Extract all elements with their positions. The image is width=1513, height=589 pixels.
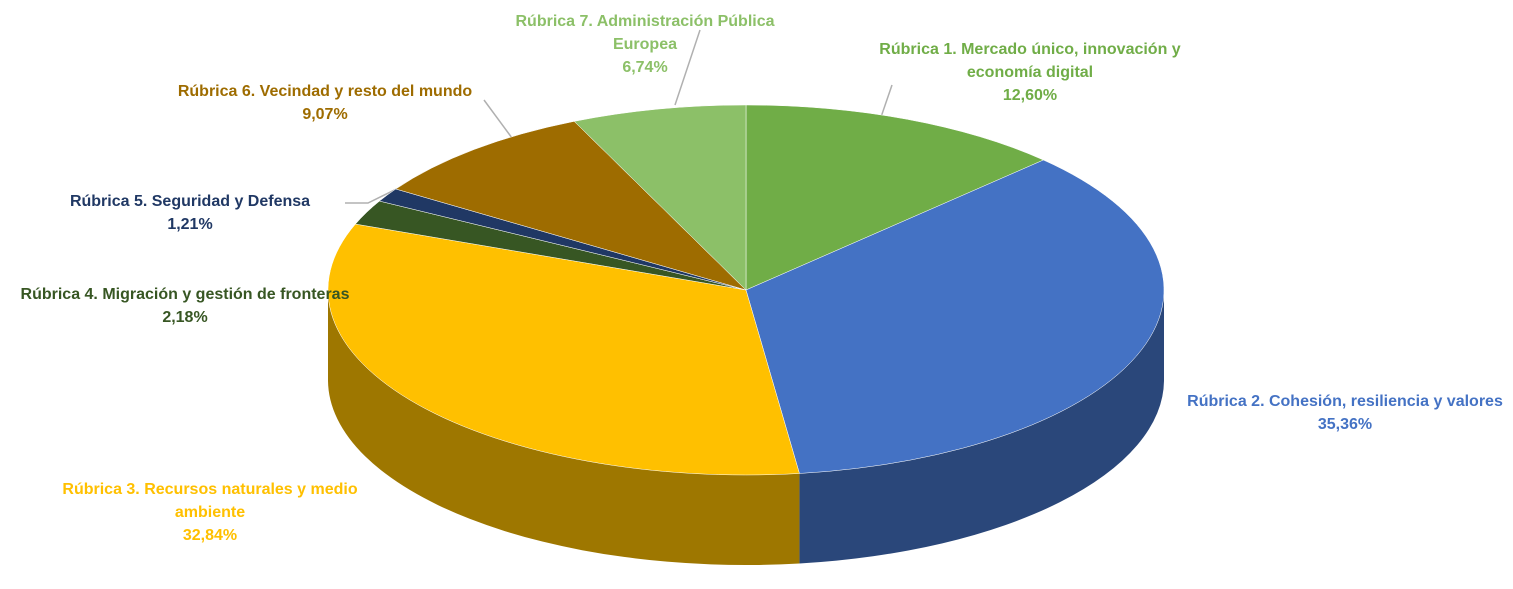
category-label: Rúbrica 2. Cohesión, resiliencia y valor… bbox=[1187, 393, 1503, 410]
value-label: 9,07% bbox=[302, 106, 348, 123]
slice bbox=[573, 104, 747, 291]
slice bbox=[327, 223, 800, 476]
leader-line bbox=[674, 29, 701, 106]
slice-label: Rúbrica 3. Recursos naturales y medio am… bbox=[50, 478, 370, 547]
value-label: 1,21% bbox=[167, 216, 213, 233]
category-label: Rúbrica 4. Migración y gestión de fronte… bbox=[20, 286, 350, 303]
slice bbox=[745, 159, 1165, 474]
category-label: Rúbrica 3. Recursos naturales y medio am… bbox=[62, 481, 358, 521]
value-label: 2,18% bbox=[162, 309, 208, 326]
value-label: 6,74% bbox=[622, 59, 668, 76]
category-label: Rúbrica 5. Seguridad y Defensa bbox=[69, 193, 311, 210]
value-label: 12,60% bbox=[1002, 87, 1058, 104]
slice-side bbox=[328, 290, 800, 565]
slice-label: Rúbrica 5. Seguridad y Defensa 1,21% bbox=[20, 190, 360, 236]
slice bbox=[745, 104, 1045, 291]
slice-label: Rúbrica 6. Vecindad y resto del mundo 9,0… bbox=[165, 80, 485, 126]
leader-line bbox=[483, 99, 513, 139]
slice-side bbox=[799, 290, 1164, 564]
slice-label: Rúbrica 1. Mercado único, innovación y e… bbox=[860, 38, 1200, 107]
slice bbox=[395, 121, 747, 291]
pie-sides bbox=[328, 290, 1164, 565]
pie-tops bbox=[327, 104, 1165, 476]
value-label: 32,84% bbox=[182, 527, 238, 544]
slice-label: Rúbrica 2. Cohesión, resiliencia y valor… bbox=[1180, 390, 1510, 436]
category-label: Rúbrica 7. Administración Pública Europe… bbox=[515, 13, 775, 53]
category-label: Rúbrica 1. Mercado único, innovación y e… bbox=[879, 41, 1181, 81]
category-label: Rúbrica 6. Vecindad y resto del mundo bbox=[177, 83, 473, 100]
value-label: 35,36% bbox=[1317, 416, 1373, 433]
slice-label: Rúbrica 4. Migración y gestión de fronte… bbox=[5, 283, 365, 329]
leader-line bbox=[879, 84, 893, 121]
slice-label: Rúbrica 7. Administración Pública Europe… bbox=[495, 10, 795, 79]
